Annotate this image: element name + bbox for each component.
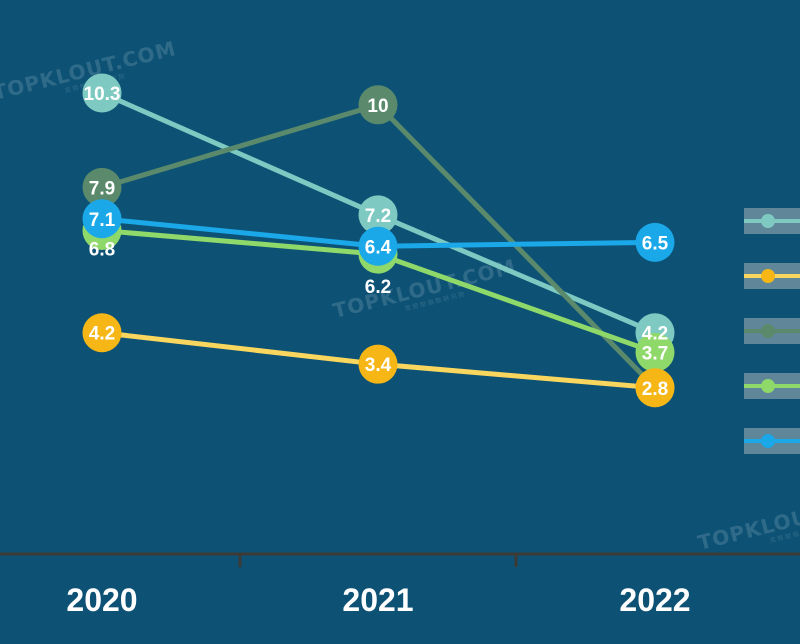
x-tick-label: 2022: [619, 582, 690, 618]
data-point: [358, 85, 398, 125]
data-point: [82, 199, 122, 239]
data-point: [635, 332, 675, 372]
data-label: 2.8: [642, 379, 668, 400]
data-label: 10.3: [84, 84, 121, 105]
data-point: [82, 167, 122, 207]
data-label: 10: [367, 96, 388, 117]
legend-item: [744, 373, 800, 399]
data-label: 4.2: [642, 324, 668, 345]
legend-swatch-marker: [761, 324, 775, 338]
data-point: [635, 368, 675, 408]
series-markers: 10.3 7.2 4.2 7.9 10 2.8 6.8 6.2 3.7 7.1 6.4 6.5 4.2 3…: [82, 73, 675, 408]
data-label: 3.4: [365, 355, 392, 376]
data-label: 3.7: [642, 343, 668, 364]
data-point: [635, 222, 675, 262]
data-point: [82, 73, 122, 113]
legend-swatch-marker: [761, 214, 775, 228]
legend-item: [744, 318, 800, 344]
legend: [744, 208, 800, 454]
data-point: [358, 226, 398, 266]
data-label: 6.8: [89, 240, 115, 261]
data-point: [82, 313, 122, 353]
data-point: [358, 195, 398, 235]
legend-item: [744, 263, 800, 289]
x-tick-label: 2021: [342, 582, 413, 618]
x-tick-label: 2020: [66, 582, 137, 618]
watermark-layer: TOPKLOUT.COM 克 劳 锐 指 数 研 究 院 TOPKLOUT.CO…: [0, 36, 800, 555]
data-label: 7.1: [89, 210, 116, 231]
data-label: 6.4: [365, 237, 392, 258]
data-point: [358, 344, 398, 384]
data-label: 4.2: [89, 324, 115, 345]
legend-swatch-marker: [761, 269, 775, 283]
data-label: 6.2: [365, 277, 391, 298]
legend-swatch-marker: [761, 434, 775, 448]
data-label: 7.9: [89, 178, 115, 199]
data-label: 6.5: [642, 233, 669, 254]
watermark-text: TOPKLOUT.COM: [695, 486, 800, 555]
data-label: 7.2: [365, 206, 391, 227]
legend-swatch-marker: [761, 379, 775, 393]
legend-item: [744, 208, 800, 234]
x-axis: 2020 2021 2022: [0, 552, 800, 618]
legend-item: [744, 428, 800, 454]
